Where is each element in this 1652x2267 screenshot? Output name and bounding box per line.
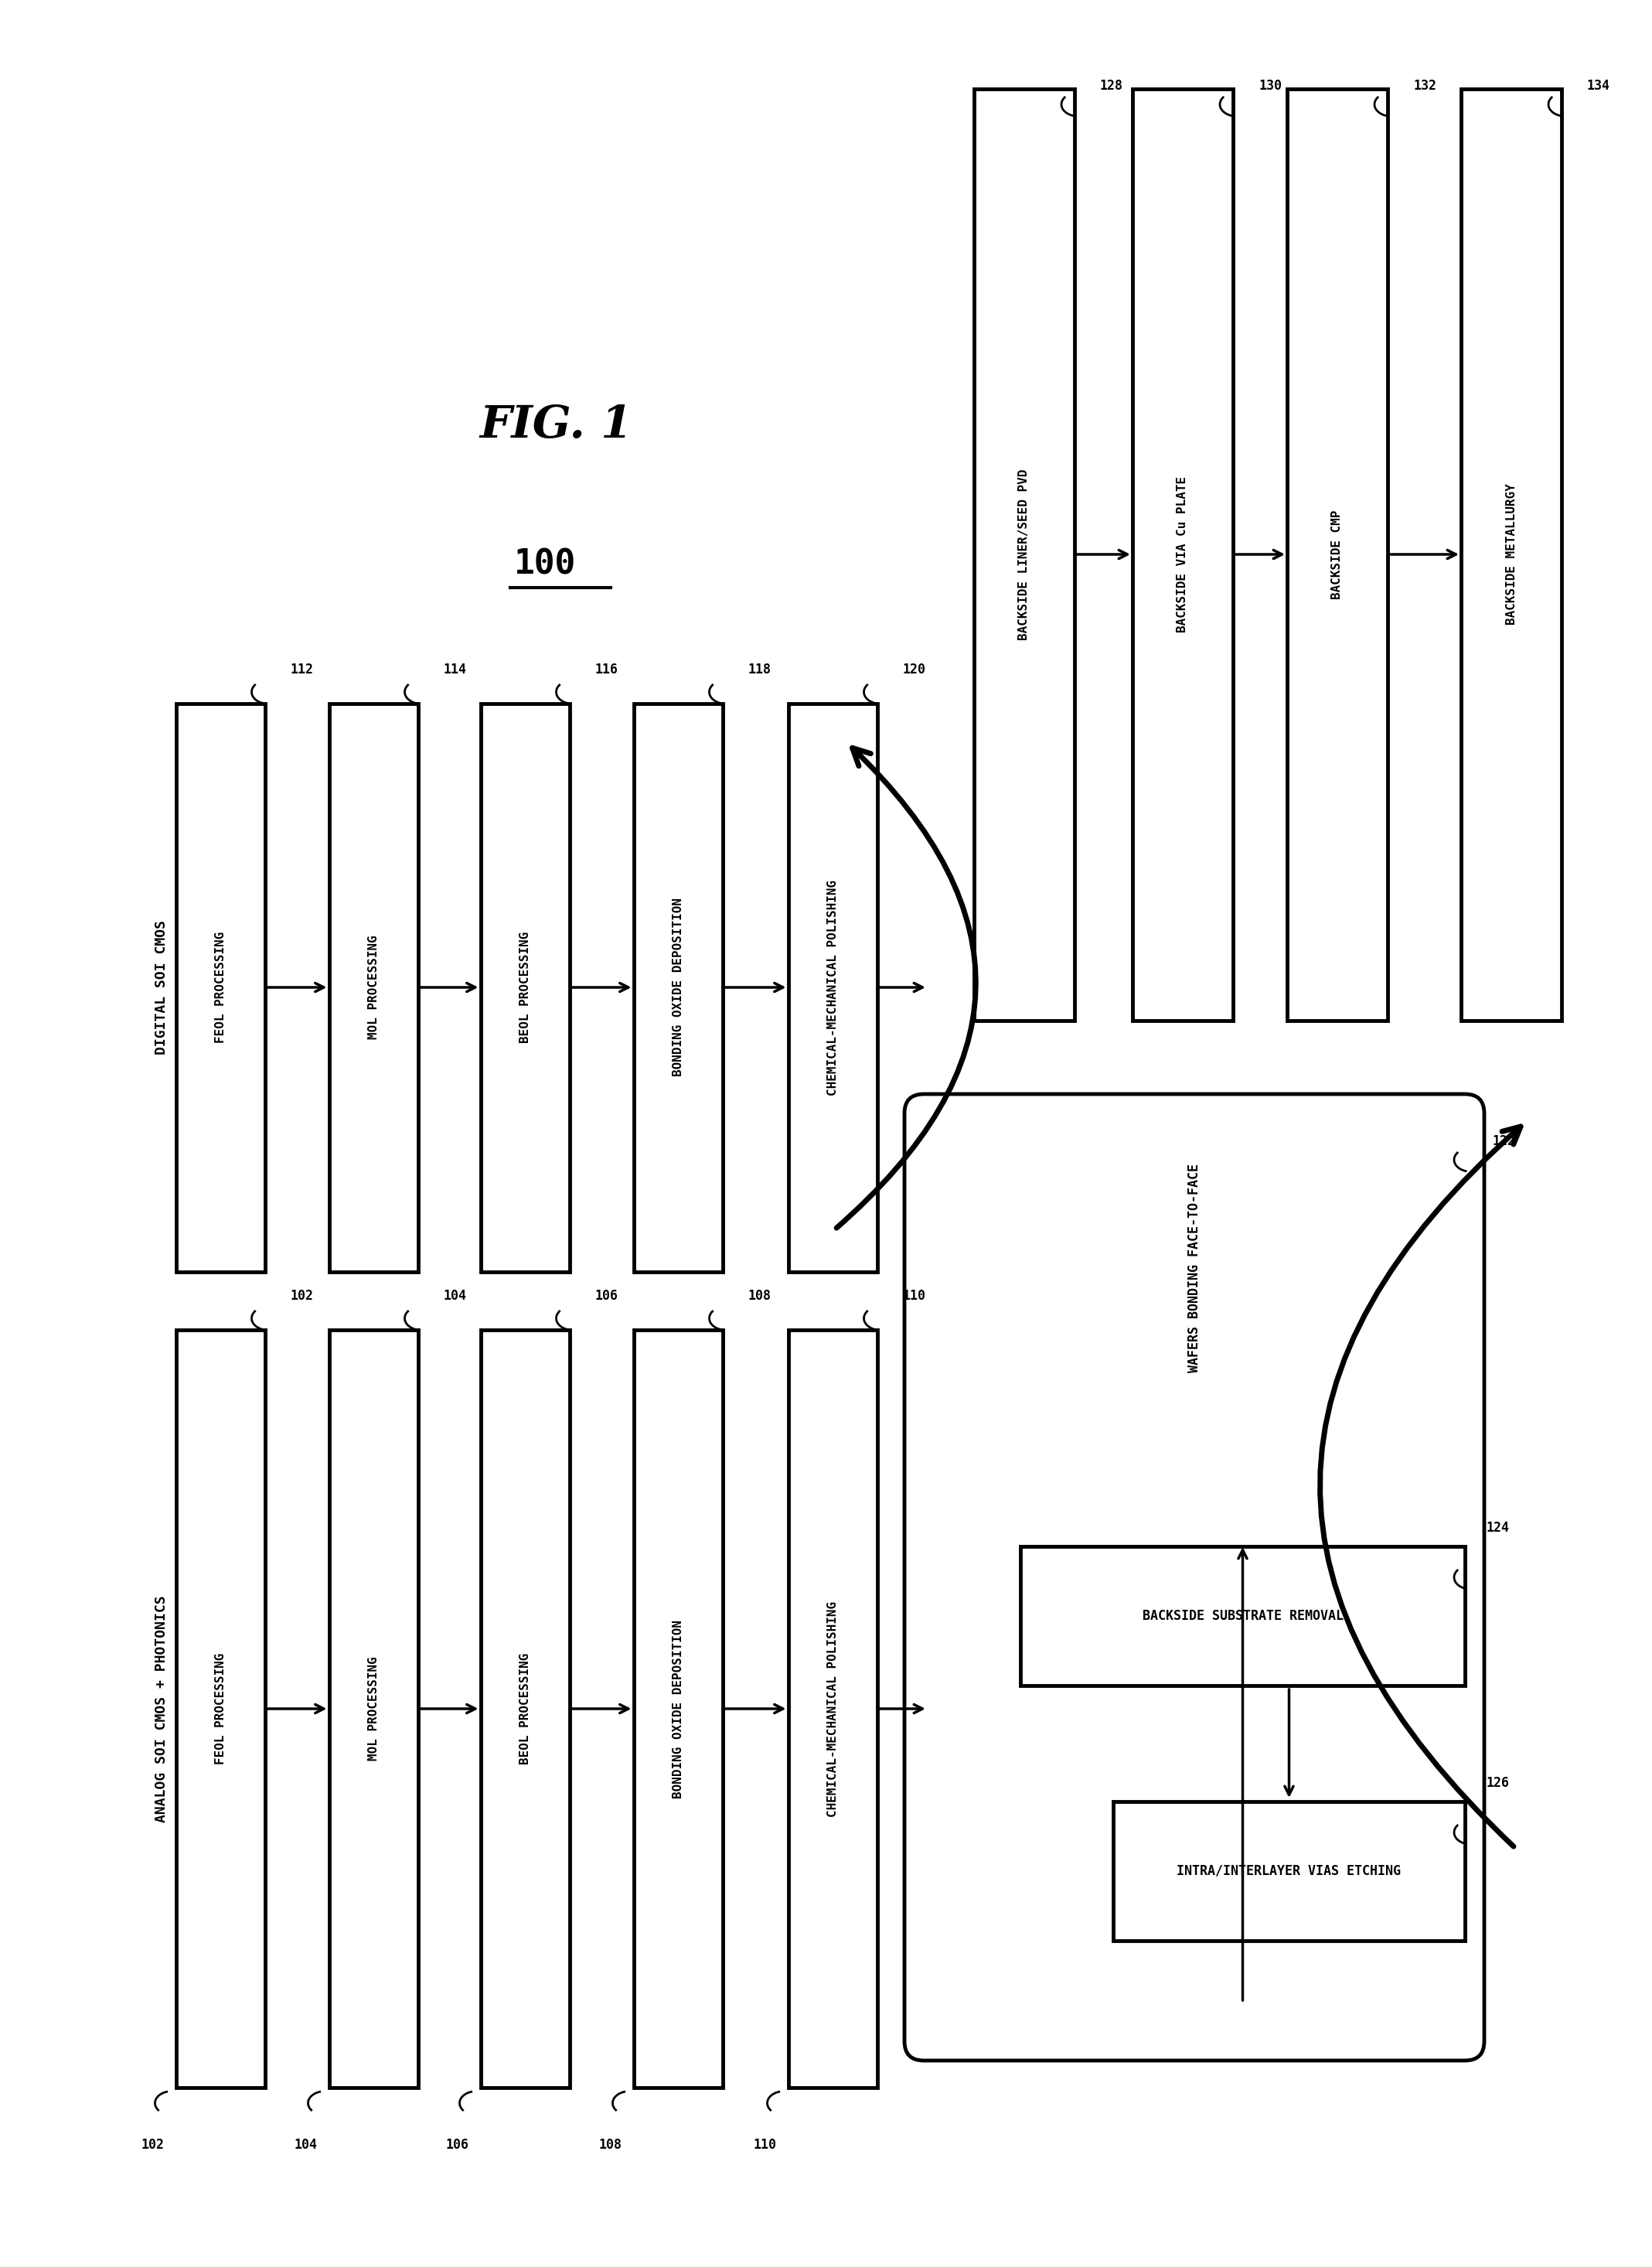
Text: BACKSIDE VIA Cu PLATE: BACKSIDE VIA Cu PLATE (1176, 476, 1188, 632)
Bar (175, 1331, 264, 2088)
Text: CHEMICAL-MECHANICAL POLISHING: CHEMICAL-MECHANICAL POLISHING (826, 880, 838, 1095)
Text: FIG. 1: FIG. 1 (479, 404, 633, 447)
Text: 116: 116 (595, 662, 618, 676)
Text: CHEMICAL-MECHANICAL POLISHING: CHEMICAL-MECHANICAL POLISHING (826, 1601, 838, 1816)
Text: FEOL PROCESSING: FEOL PROCESSING (215, 1653, 226, 1764)
Text: 134: 134 (1588, 79, 1611, 93)
Text: BACKSIDE SUBSTRATE REMOVAL: BACKSIDE SUBSTRATE REMOVAL (1142, 1610, 1343, 1623)
Text: 106: 106 (446, 2138, 469, 2151)
Bar (329, 1331, 418, 2088)
Text: DIGITAL SOI CMOS: DIGITAL SOI CMOS (155, 920, 169, 1054)
Text: INTRA/INTERLAYER VIAS ETCHING: INTRA/INTERLAYER VIAS ETCHING (1176, 1863, 1401, 1877)
Text: 124: 124 (1487, 1521, 1510, 1535)
Text: 112: 112 (291, 662, 314, 676)
Text: MOL PROCESSING: MOL PROCESSING (368, 1657, 380, 1761)
Text: 132: 132 (1412, 79, 1436, 93)
Bar (788, 1331, 877, 2088)
Bar (175, 703, 264, 1272)
Text: 108: 108 (598, 2138, 621, 2151)
Bar (1021, 1546, 1465, 1687)
Text: BEOL PROCESSING: BEOL PROCESSING (519, 932, 530, 1043)
Text: 108: 108 (748, 1290, 771, 1304)
Text: BACKSIDE METALLURGY: BACKSIDE METALLURGY (1505, 483, 1517, 626)
Bar (481, 1331, 570, 2088)
Text: 114: 114 (443, 662, 466, 676)
Text: 102: 102 (140, 2138, 164, 2151)
Text: 104: 104 (443, 1290, 466, 1304)
Bar (1113, 1802, 1465, 1941)
Text: 110: 110 (753, 2138, 776, 2151)
Text: WAFERS BONDING FACE-TO-FACE: WAFERS BONDING FACE-TO-FACE (1188, 1163, 1201, 1372)
Text: 102: 102 (291, 1290, 314, 1304)
Text: 118: 118 (748, 662, 771, 676)
Text: 130: 130 (1259, 79, 1282, 93)
Bar (1133, 88, 1232, 1020)
FancyBboxPatch shape (904, 1095, 1483, 2061)
Bar (481, 703, 570, 1272)
Text: 122: 122 (1493, 1134, 1517, 1147)
Text: BONDING OXIDE DEPOSITION: BONDING OXIDE DEPOSITION (672, 1619, 684, 1798)
Text: BACKSIDE LINER/SEED PVD: BACKSIDE LINER/SEED PVD (1019, 469, 1031, 639)
Bar (329, 703, 418, 1272)
Text: 120: 120 (902, 662, 925, 676)
Text: 104: 104 (294, 2138, 317, 2151)
Bar (1287, 88, 1388, 1020)
Text: 126: 126 (1487, 1775, 1510, 1791)
Text: 110: 110 (902, 1290, 925, 1304)
Bar (975, 88, 1074, 1020)
Text: ANALOG SOI CMOS + PHOTONICS: ANALOG SOI CMOS + PHOTONICS (155, 1596, 169, 1823)
Bar (788, 703, 877, 1272)
Text: BEOL PROCESSING: BEOL PROCESSING (519, 1653, 530, 1764)
Bar (1460, 88, 1561, 1020)
Text: 106: 106 (595, 1290, 618, 1304)
Text: BONDING OXIDE DEPOSITION: BONDING OXIDE DEPOSITION (672, 898, 684, 1077)
Text: MOL PROCESSING: MOL PROCESSING (368, 936, 380, 1041)
Text: 100: 100 (514, 549, 577, 580)
Bar (633, 1331, 722, 2088)
Text: FEOL PROCESSING: FEOL PROCESSING (215, 932, 226, 1043)
Bar (633, 703, 722, 1272)
Text: BACKSIDE CMP: BACKSIDE CMP (1332, 510, 1343, 598)
Text: 128: 128 (1100, 79, 1123, 93)
